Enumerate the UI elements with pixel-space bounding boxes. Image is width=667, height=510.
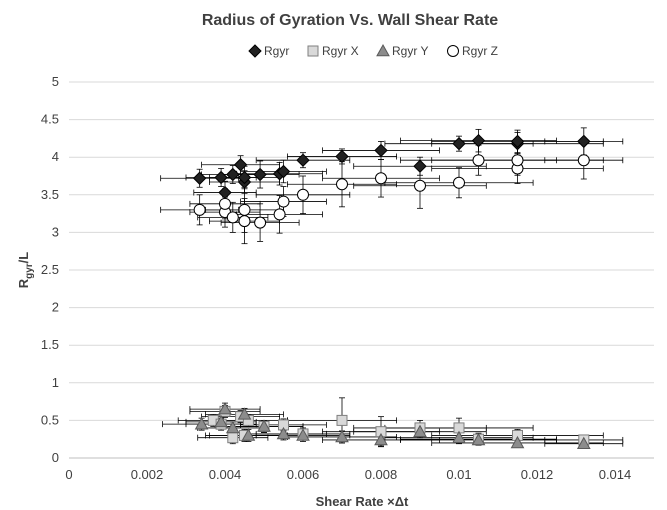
data-point-rgyr-y (194, 417, 209, 430)
y-tick-label: 3.5 (41, 187, 59, 202)
y-axis-label-suffix: /L (16, 252, 31, 264)
x-tick-label: 0.01 (446, 467, 471, 482)
data-point-rgyr-z (238, 215, 251, 228)
y-tick-label: 3 (52, 224, 59, 239)
legend-label-rgyr-x: Rgyr X (322, 44, 359, 58)
legend-item-rgyr: Rgyr (248, 44, 289, 58)
x-axis-label: Shear Rate ×Δt (316, 494, 409, 509)
y-axis-label-subscript: gyr (24, 263, 35, 279)
legend-item-rgyr-x: Rgyr X (307, 44, 359, 58)
data-point-rgyr-z (336, 178, 348, 191)
data-point-rgyr (214, 170, 228, 185)
data-point-rgyr-z (472, 154, 485, 167)
data-point-rgyr (226, 167, 240, 182)
x-tick-label: 0.004 (209, 467, 242, 482)
y-tick-labels: 0 0.5 1 1.5 2 2.5 3 3.5 4 4.5 5 (41, 74, 59, 465)
data-point-rgyr-z (375, 172, 387, 185)
x-tick-label: 0.012 (521, 467, 554, 482)
data-point-rgyr-y (237, 407, 252, 420)
x-tick-labels: 0 0.002 0.004 0.006 0.008 0.01 0.012 0.014 (65, 467, 631, 482)
x-tick-label: 0.002 (131, 467, 164, 482)
x-tick-label: 0 (65, 467, 72, 482)
data-point-rgyr-y (218, 402, 232, 415)
y-tick-label: 2.5 (41, 262, 59, 277)
data-point-rgyr-y (471, 432, 486, 446)
y-axis-label: Rgyr/L (16, 252, 35, 289)
data-point-rgyr-y (276, 426, 291, 440)
x-tick-label: 0.006 (287, 467, 320, 482)
data-point-rgyr (253, 167, 267, 182)
data-point-rgyr (413, 159, 427, 173)
y-tick-label: 0.5 (41, 412, 59, 427)
legend-marker-rgyr-x (307, 45, 319, 57)
data-point-rgyr (471, 133, 486, 148)
data-point-rgyr-x (227, 432, 239, 444)
y-tick-label: 1.5 (41, 337, 59, 352)
data-point-rgyr-z (277, 195, 290, 208)
data-point-rgyr-z (511, 154, 524, 167)
data-point-rgyr-z (226, 211, 239, 224)
legend-label-rgyr-z: Rgyr Z (462, 44, 498, 58)
data-point-rgyr (335, 149, 349, 164)
data-point-rgyr (452, 136, 466, 151)
data-point-rgyr-z (238, 203, 251, 216)
chart-title: Radius of Gyration Vs. Wall Shear Rate (202, 12, 498, 29)
x-tick-label: 0.014 (599, 467, 632, 482)
x-tick-label: 0.008 (365, 467, 398, 482)
data-point-rgyr-y (241, 428, 256, 441)
data-point-rgyr-y (510, 435, 525, 449)
data-point-rgyr-y (225, 420, 240, 434)
data-point-rgyr-y (452, 430, 466, 443)
y-tick-label: 2 (52, 300, 59, 315)
data-point-rgyr (374, 143, 388, 158)
legend-item-rgyr-z: Rgyr Z (447, 44, 498, 58)
data-point-rgyr-z (254, 216, 267, 229)
y-tick-label: 1 (52, 375, 59, 390)
data-point-rgyr-z (273, 208, 286, 221)
data-point-rgyr-y (413, 424, 427, 437)
data-point-rgyr-y (374, 432, 388, 446)
legend: Rgyr Rgyr X Rgyr Y Rgyr Z (248, 43, 498, 58)
data-point-rgyr (192, 171, 207, 185)
legend-label-rgyr-y: Rgyr Y (392, 44, 428, 58)
data-point-rgyr-y (576, 436, 591, 450)
data-point-rgyr-y (296, 428, 310, 441)
legend-marker-rgyr-y (376, 43, 390, 57)
y-tick-label: 5 (52, 74, 59, 89)
data-point-rgyr (577, 134, 591, 149)
legend-marker-rgyr (248, 44, 262, 58)
data-point-rgyr-x (336, 414, 348, 426)
data-point-rgyr-y (214, 414, 228, 428)
data-point-rgyr-z (577, 154, 590, 167)
legend-item-rgyr-y: Rgyr Y (376, 43, 428, 58)
data-point-rgyr (510, 134, 525, 149)
data-point-rgyr (296, 153, 310, 167)
data-point-rgyr-y (257, 419, 271, 432)
data-point-rgyr-z (297, 188, 309, 201)
data-point-rgyr-z (193, 203, 206, 216)
data-point-rgyr-y (335, 429, 349, 443)
data-point-rgyr (237, 170, 252, 185)
y-tick-label: 4.5 (41, 112, 59, 127)
data-markers (192, 133, 591, 450)
y-tick-label: 0 (52, 450, 59, 465)
data-point-rgyr (276, 164, 291, 179)
legend-marker-rgyr-z (447, 45, 459, 57)
data-point-rgyr (233, 158, 248, 172)
legend-label-rgyr: Rgyr (264, 44, 289, 58)
data-point-rgyr-z (414, 179, 426, 192)
y-tick-label: 4 (52, 149, 59, 164)
data-point-rgyr-z (453, 176, 465, 189)
data-point-rgyr-z (219, 197, 231, 210)
y-axis-label-main: R (16, 278, 31, 288)
